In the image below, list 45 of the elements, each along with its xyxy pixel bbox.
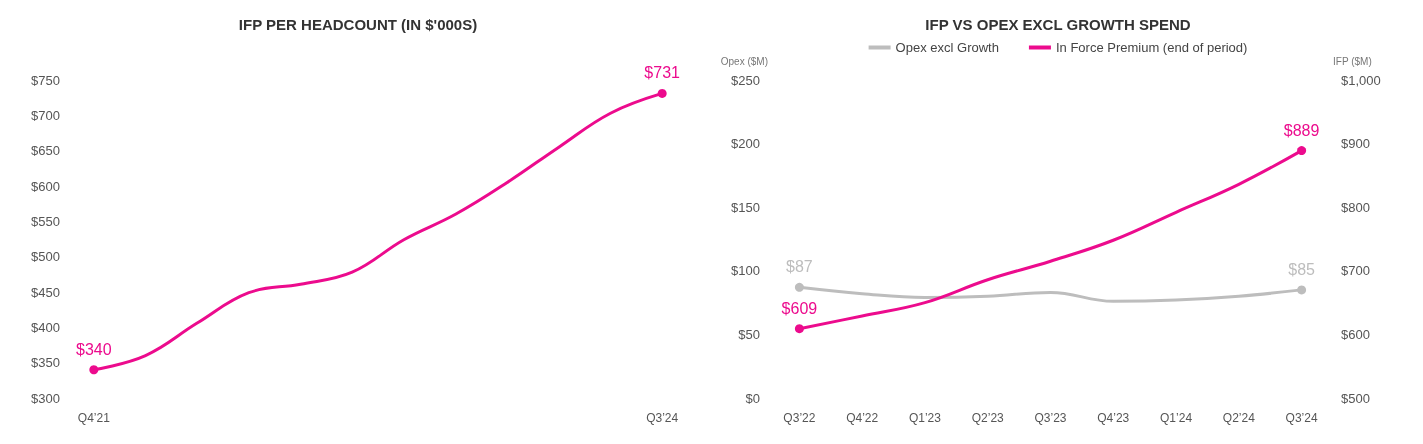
y2-axis-title: IFP ($M) bbox=[1333, 55, 1372, 67]
y-tick-label: $50 bbox=[738, 326, 760, 342]
y-tick-label: $600 bbox=[31, 178, 60, 194]
y2-tick-label: $600 bbox=[1341, 326, 1370, 342]
x-tick-label: Q3’24 bbox=[646, 411, 679, 425]
y-tick-label: $250 bbox=[731, 72, 760, 88]
y-tick-label: $550 bbox=[31, 213, 60, 229]
legend-label: Opex excl Growth bbox=[895, 40, 999, 55]
y2-tick-label: $500 bbox=[1341, 390, 1370, 406]
x-tick-label: Q2’23 bbox=[971, 411, 1005, 425]
y2-tick-label: $1,000 bbox=[1341, 72, 1381, 88]
x-tick-label: Q4’21 bbox=[77, 411, 111, 425]
y2-tick-label: $900 bbox=[1341, 136, 1370, 152]
x-tick-label: Q4’23 bbox=[1097, 411, 1130, 425]
y-tick-label: $700 bbox=[31, 107, 60, 123]
x-tick-label: Q2’24 bbox=[1222, 411, 1256, 425]
x-tick-label: Q4’22 bbox=[846, 411, 879, 425]
y-tick-label: $650 bbox=[31, 143, 60, 159]
y-tick-label: $500 bbox=[31, 249, 60, 265]
y-tick-label: $200 bbox=[731, 136, 760, 152]
y2-tick-label: $700 bbox=[1341, 263, 1370, 279]
data-label: $731 bbox=[644, 64, 681, 82]
y-tick-label: $450 bbox=[31, 284, 60, 300]
y-axis-title: Opex ($M) bbox=[720, 55, 768, 67]
x-tick-label: Q3’22 bbox=[783, 411, 816, 425]
data-label: $889 bbox=[1283, 121, 1320, 139]
x-tick-label: Q3’23 bbox=[1034, 411, 1067, 425]
chart-title: IFP PER HEADCOUNT (IN $'000S) bbox=[238, 16, 478, 33]
data-label: $609 bbox=[781, 299, 818, 317]
y-tick-label: $150 bbox=[731, 199, 760, 215]
x-tick-label: Q1’24 bbox=[1160, 411, 1193, 425]
y-tick-label: $400 bbox=[31, 319, 60, 335]
x-tick-label: Q1’23 bbox=[908, 411, 942, 425]
x-tick-label: Q3’24 bbox=[1285, 411, 1318, 425]
data-label: $85 bbox=[1288, 260, 1316, 278]
y2-tick-label: $800 bbox=[1341, 199, 1370, 215]
y-tick-label: $300 bbox=[31, 390, 60, 406]
y-tick-label: $350 bbox=[31, 355, 60, 371]
legend-label: In Force Premium (end of period) bbox=[1055, 40, 1248, 55]
y-tick-label: $750 bbox=[31, 72, 60, 88]
data-label: $87 bbox=[786, 258, 813, 276]
data-label: $340 bbox=[76, 340, 112, 358]
y-tick-label: $100 bbox=[731, 263, 760, 279]
y-tick-label: $0 bbox=[745, 390, 760, 406]
chart-title: IFP VS OPEX EXCL GROWTH SPEND bbox=[925, 16, 1191, 33]
